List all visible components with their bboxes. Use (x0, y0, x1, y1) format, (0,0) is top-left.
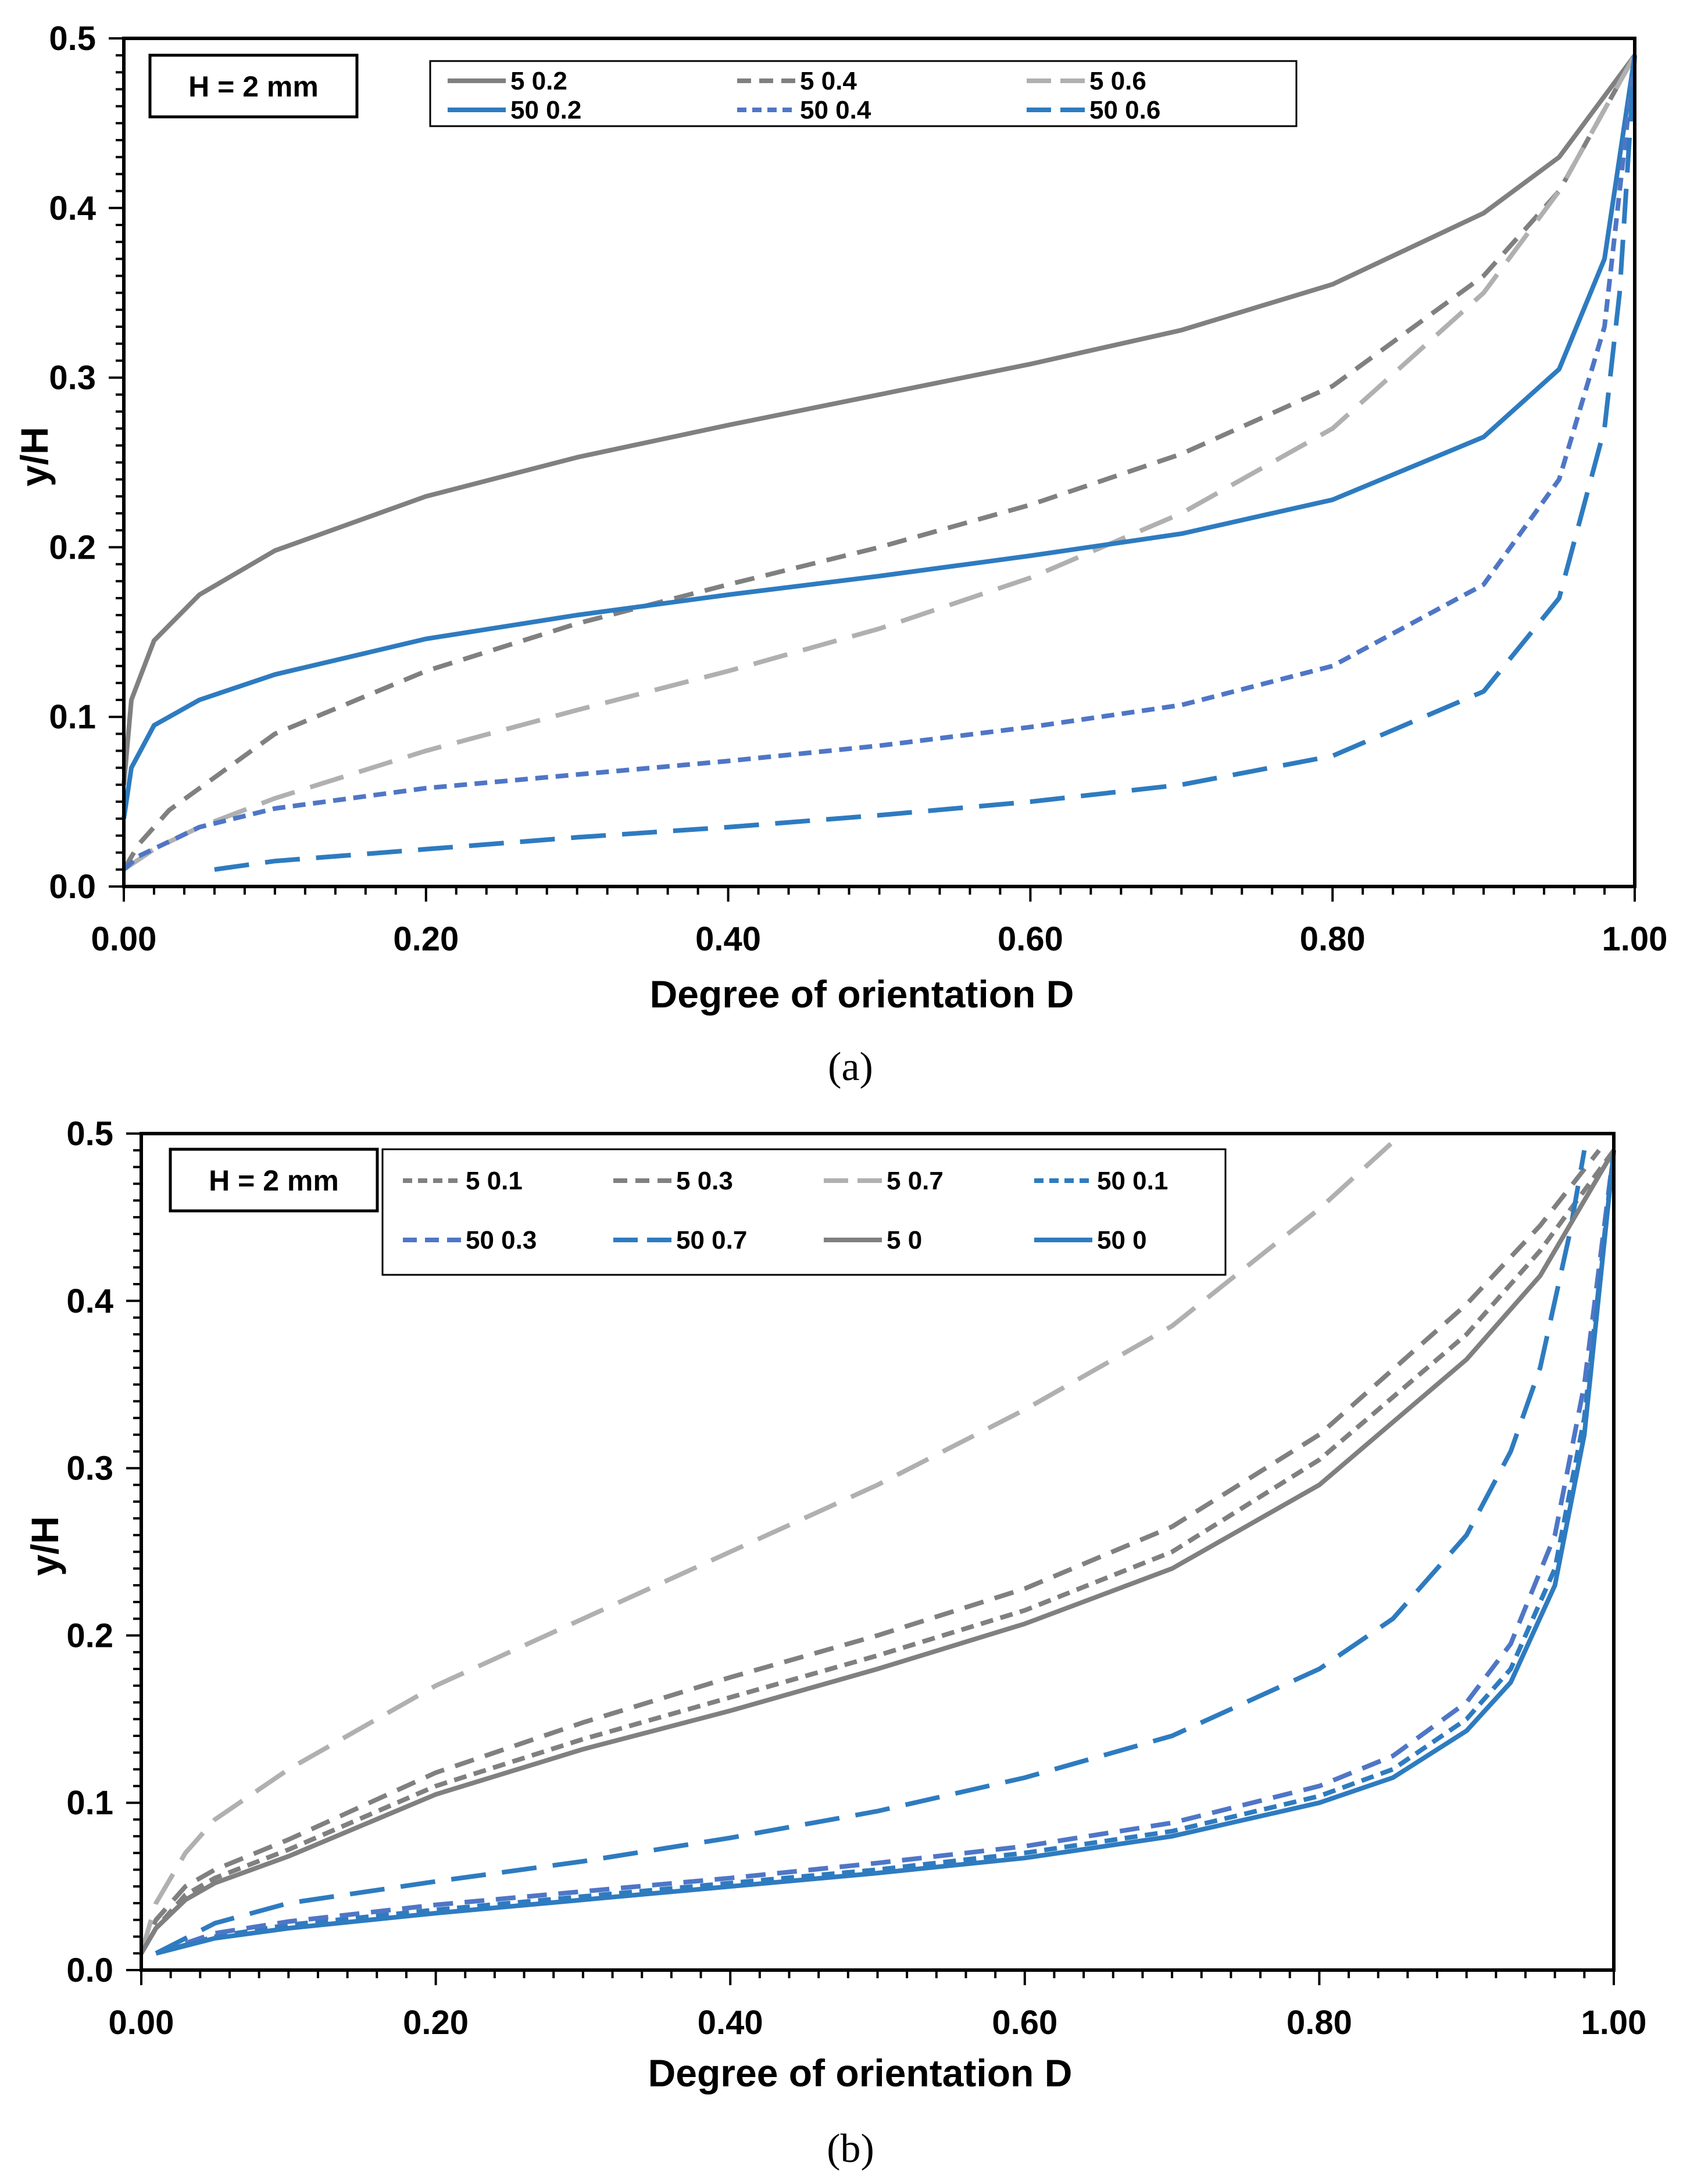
y-tick-label: 0.1 (49, 698, 96, 736)
annotation-text: H = 2 mm (188, 70, 319, 103)
legend-label: 50 0.7 (676, 1226, 747, 1254)
y-axis-title: y/H (23, 1516, 66, 1576)
x-tick-label: 0.60 (998, 920, 1063, 958)
legend-label: 50 0.2 (510, 96, 581, 124)
annotation-box (169, 1148, 379, 1213)
y-tick-label: 0.4 (66, 1282, 113, 1320)
legend-box (381, 1148, 1227, 1276)
x-tick-label: 0.80 (1287, 2004, 1352, 2042)
series-line-50-0 (155, 1150, 1616, 1956)
annotation-text: H = 2 mm (209, 1164, 339, 1197)
legend-label: 5 0.1 (466, 1167, 523, 1195)
y-tick-label: 0.1 (66, 1784, 113, 1822)
series-line-5-0 (139, 1149, 1616, 1955)
series-line-5-0-2 (122, 53, 1637, 785)
legend-label: 5 0.7 (887, 1167, 944, 1195)
legend-label: 5 0.6 (1089, 67, 1146, 95)
x-axis-title: Degree of orientation D (650, 973, 1074, 1016)
legend-label: 5 0 (887, 1226, 922, 1254)
x-tick-label: 0.60 (992, 2004, 1057, 2042)
series-line-5-0-1 (139, 1149, 1616, 1955)
plot-frame (140, 1132, 1616, 1972)
x-axis-title: Degree of orientation D (648, 2051, 1073, 2094)
series-line-5-0-4 (122, 54, 1637, 871)
x-tick-label: 0.20 (393, 920, 459, 958)
x-tick-label: 0.80 (1300, 920, 1366, 958)
legend-label: 5 0.3 (676, 1167, 733, 1195)
x-tick-label: 1.00 (1581, 2004, 1647, 2042)
chart-b: 0.00 0.20 0.40 0.60 0.80 1.00 0.0 0.1 0.2 0.3 0.4 0… (23, 1115, 1647, 2171)
y-tick-label: 0.2 (66, 1617, 113, 1654)
series-line-5-0-3 (139, 1149, 1601, 1954)
figure-caption: (b) (827, 2126, 874, 2171)
annotation-box (148, 53, 359, 119)
series-line-50-0-7 (155, 1150, 1587, 1956)
x-tick-label: 0.40 (695, 920, 761, 958)
y-tick-label: 0.5 (66, 1115, 113, 1153)
y-tick-label: 0.3 (49, 359, 96, 397)
y-axis-title: y/H (13, 427, 56, 487)
series-line-50-0-1 (155, 1150, 1616, 1956)
x-tick-label: 0.40 (698, 2004, 763, 2042)
legend-label: 5 0.2 (510, 67, 567, 95)
plot-frame (122, 37, 1636, 888)
series-line-5-0-7 (139, 1140, 1395, 1954)
y-tick-label: 0.2 (49, 528, 96, 566)
legend-label: 50 0.6 (1089, 96, 1160, 124)
series-line-5-0-6 (122, 54, 1637, 872)
legend-label: 50 0.4 (800, 96, 871, 124)
series-line-50-0-6 (214, 55, 1637, 872)
x-tick-label: 0.00 (91, 920, 157, 958)
x-tick-label: 0.20 (403, 2004, 469, 2042)
legend-label: 50 0.3 (466, 1226, 537, 1254)
y-tick-label: 0.3 (66, 1450, 113, 1488)
x-tick-label: 0.00 (109, 2004, 174, 2042)
series-line-50-0-4 (122, 55, 1637, 871)
figure-caption: (a) (828, 1045, 873, 1089)
legend-box (429, 60, 1298, 127)
y-tick-label: 0.0 (66, 1951, 113, 1989)
legend-label: 5 0.4 (800, 67, 857, 95)
legend-label: 50 0.1 (1097, 1167, 1168, 1195)
series-line-50-0-3 (155, 1150, 1616, 1956)
y-tick-label: 0.0 (49, 868, 96, 906)
series-line-50-0-2 (122, 55, 1637, 819)
x-tick-label: 1.00 (1602, 920, 1668, 958)
chart-a: 0.00 0.20 0.40 0.60 0.80 1.00 0.0 0.1 0.2 0.3 0.4 0… (13, 20, 1668, 1089)
legend-label: 50 0 (1097, 1226, 1147, 1254)
y-tick-label: 0.5 (49, 20, 96, 58)
y-tick-label: 0.4 (49, 190, 96, 227)
